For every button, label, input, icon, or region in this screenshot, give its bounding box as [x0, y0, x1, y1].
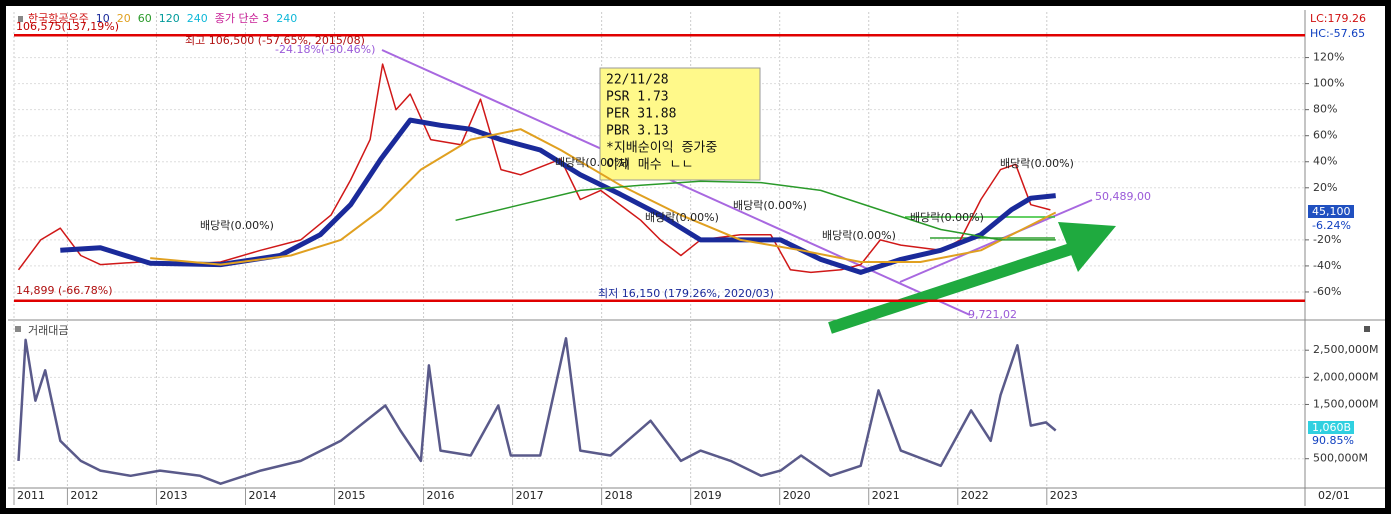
annotation: -6.24% — [1312, 219, 1351, 232]
x-tick-label: 2014 — [248, 489, 276, 502]
x-tick-label: 2018 — [605, 489, 633, 502]
annotation: 1,060B — [1312, 421, 1351, 434]
legend-entry: 240 — [276, 12, 297, 25]
x-tick-label: 2017 — [516, 489, 544, 502]
x-tick-label: 2011 — [17, 489, 45, 502]
tooltip-line: PSR 1.73 — [606, 90, 669, 105]
y-tick-label: -20% — [1313, 233, 1341, 246]
legend-entry: 240 — [187, 12, 208, 25]
annotation: 최고 106,500 (-57.65%, 2015/08) — [185, 34, 365, 47]
x-tick-label: 2012 — [70, 489, 98, 502]
price-badge — [1308, 205, 1354, 218]
y-tick-label: 80% — [1313, 103, 1337, 116]
legend-entry: 한국항공우주 — [28, 12, 89, 25]
y-tick-label: 100% — [1313, 77, 1344, 90]
legend-icon — [18, 16, 23, 22]
tooltip-line: 이제 매수 ㄴㄴ — [606, 158, 693, 173]
series-line — [150, 128, 1057, 266]
y-tick-label: -60% — [1313, 285, 1341, 298]
y-tick-label: -40% — [1313, 259, 1341, 272]
y-tick-label: 40% — [1313, 155, 1337, 168]
annotation: 배당락(0.00%) — [1000, 157, 1074, 170]
annotation: 14,899 (-66.78%) — [16, 284, 112, 297]
x-tick-label: 2020 — [783, 489, 811, 502]
legend-entry: 60 — [138, 12, 152, 25]
y-tick-label: 2,000,000M — [1313, 370, 1378, 383]
tooltip-line: PBR 3.13 — [606, 124, 669, 139]
x-tick-label: 2019 — [694, 489, 722, 502]
annotation: 배당락(0.00%) — [555, 156, 629, 169]
series-line — [17, 63, 1051, 274]
y-tick-label: 60% — [1313, 129, 1337, 142]
annotation: 최저 16,150 (179.26%, 2020/03) — [598, 287, 774, 300]
legend-entry: 20 — [117, 12, 131, 25]
x-tick-label: 2023 — [1050, 489, 1078, 502]
arrow-head — [1058, 222, 1116, 272]
volume-title: 거래대금 — [28, 324, 68, 337]
trend-arrow — [828, 222, 1116, 334]
y-tick-label: 500,000M — [1313, 452, 1368, 465]
panel-icon — [15, 326, 21, 332]
annotation: 배당락(0.00%) — [910, 211, 984, 224]
x-tick-label: 2015 — [338, 489, 366, 502]
annotation: 배당락(0.00%) — [733, 199, 807, 212]
legend-entry: 120 — [159, 12, 180, 25]
annotation: 106,575(137,19%) — [16, 20, 119, 33]
y-tick-label: 120% — [1313, 51, 1344, 64]
series-line — [455, 180, 1056, 241]
x-tick-label: 2022 — [961, 489, 989, 502]
annotation: HC:-57.65 — [1310, 27, 1365, 40]
annotation: 90.85% — [1312, 434, 1354, 447]
series-line — [17, 337, 1057, 485]
annotation: -24.18%(-90.46%) — [275, 43, 375, 56]
x-tick-label: 2021 — [872, 489, 900, 502]
annotation: 배당락(0.00%) — [645, 211, 719, 224]
legend-entry: 종가 단순 3 — [215, 12, 269, 25]
tooltip-line: *지배순이익 증가중 — [606, 141, 717, 156]
legend-entry: 10 — [96, 12, 110, 25]
tooltip-line: PER 31.88 — [606, 107, 676, 122]
annotation: LC:179.26 — [1310, 12, 1366, 25]
y-tick-label: 1,500,000M — [1313, 397, 1378, 410]
x-tick-label: 2016 — [427, 489, 455, 502]
annotation: 02/01 — [1318, 489, 1350, 502]
y-tick-label: 2,500,000M — [1313, 343, 1378, 356]
tooltip-box — [599, 67, 761, 181]
annotation: 배당락(0.00%) — [822, 229, 896, 242]
series-line — [60, 117, 1056, 275]
arrow-shaft — [828, 240, 1082, 334]
tooltip-line: 22/11/28 — [606, 73, 669, 88]
annotation: 9,721,02 — [968, 308, 1017, 321]
x-tick-label: 2013 — [159, 489, 187, 502]
panel-icon — [1364, 326, 1370, 332]
y-tick-label: 20% — [1313, 181, 1337, 194]
annotation: 배당락(0.00%) — [200, 219, 274, 232]
volume-badge — [1308, 421, 1354, 434]
annotation: 45,100 — [1312, 205, 1351, 218]
trend-line — [899, 199, 1093, 283]
annotation: 50,489,00 — [1095, 190, 1151, 203]
